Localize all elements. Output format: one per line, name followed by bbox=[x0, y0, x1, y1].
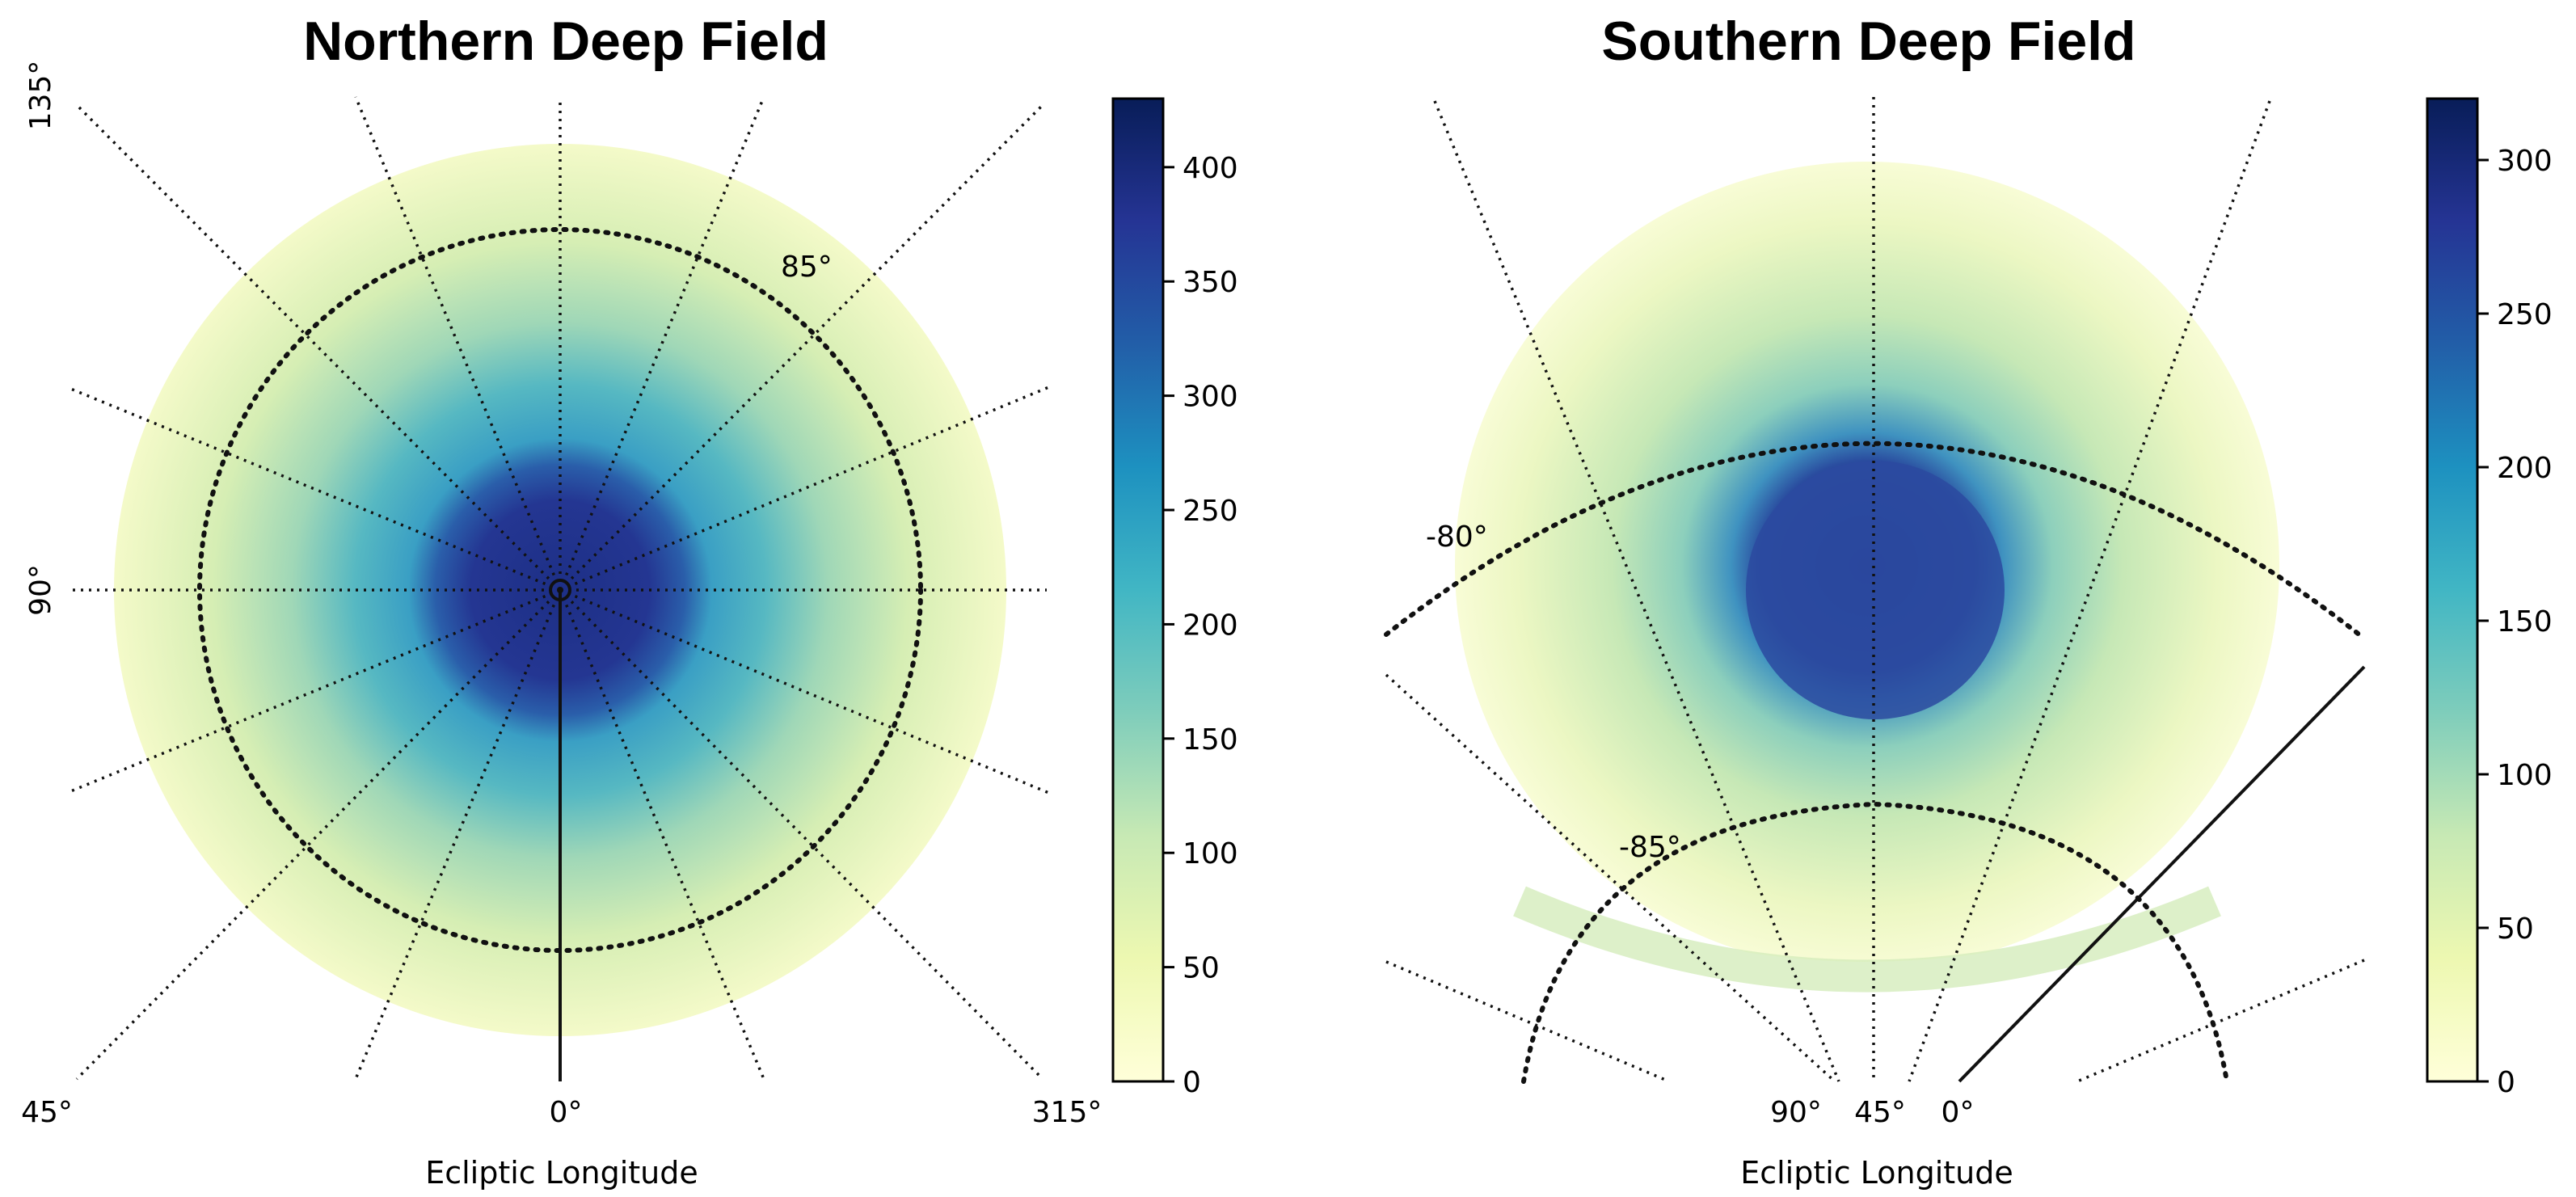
south-lon-label-90: 90° bbox=[1770, 1096, 1822, 1129]
north-meridian-157 bbox=[354, 96, 562, 591]
north-lat-label-85: 85° bbox=[781, 251, 833, 284]
north-colorbar: 0 50 100 150 200 250 300 350 400 bbox=[1111, 97, 1238, 1099]
south-lon-label-45: 45° bbox=[1854, 1096, 1906, 1129]
north-meridian-315 bbox=[559, 588, 1044, 1081]
north-meridian-202 bbox=[559, 96, 765, 591]
south-colorbar-tick-label: 300 bbox=[2497, 145, 2553, 178]
north-lon-label-90: 90° bbox=[24, 564, 57, 616]
north-meridian-45 bbox=[75, 588, 562, 1081]
south-x-axis-label: Ecliptic Longitude bbox=[1740, 1155, 2013, 1191]
south-meridian-135 bbox=[1385, 960, 1670, 1083]
north-meridian-225 bbox=[559, 103, 1044, 592]
south-colorbar-tick-label: 150 bbox=[2497, 605, 2553, 639]
north-colorbar-tick-label: 100 bbox=[1183, 837, 1238, 870]
south-meridian-0 bbox=[1958, 665, 2366, 1083]
north-colorbar-tick-label: 300 bbox=[1183, 381, 1238, 414]
north-colorbar-tick-label: 200 bbox=[1183, 609, 1238, 642]
south-panel: Southern Deep Field -80° -85° 90° 45° 0°… bbox=[1384, 11, 2553, 1191]
north-lon-label-0: 0° bbox=[550, 1096, 583, 1129]
north-colorbar-tick-label: 0 bbox=[1183, 1066, 1201, 1099]
north-panel: Northern Deep Field 85° bbox=[21, 11, 1238, 1191]
north-colorbar-tick-label: 350 bbox=[1183, 266, 1238, 299]
north-colorbar-ticks: 0 50 100 150 200 250 300 350 400 bbox=[1163, 152, 1238, 1099]
south-colorbar-tick-label: 0 bbox=[2497, 1066, 2515, 1099]
south-dense-core bbox=[1746, 461, 2005, 719]
south-latitude-arc-85 bbox=[1521, 801, 2229, 1084]
north-colorbar-tick-label: 50 bbox=[1183, 952, 1220, 985]
north-colorbar-bar bbox=[1111, 97, 1165, 1083]
south-colorbar-tick-label: 250 bbox=[2497, 298, 2553, 331]
south-colorbar-tick-label: 200 bbox=[2497, 452, 2553, 485]
south-colorbar-tick-label: 50 bbox=[2497, 913, 2534, 946]
south-colorbar: 0 50 100 150 200 250 300 bbox=[2426, 97, 2553, 1099]
north-lon-label-135: 135° bbox=[24, 61, 57, 131]
south-title: Southern Deep Field bbox=[1601, 11, 2135, 72]
north-x-axis-label: Ecliptic Longitude bbox=[425, 1155, 698, 1191]
north-meridians bbox=[68, 96, 1052, 1081]
south-latitude-arc-80 bbox=[1384, 440, 2367, 641]
north-lon-label-315: 315° bbox=[1032, 1096, 1102, 1129]
south-outer-ring bbox=[1513, 886, 2221, 993]
south-meridian-315 bbox=[2076, 959, 2365, 1083]
south-colorbar-ticks: 0 50 100 150 200 250 300 bbox=[2477, 145, 2553, 1099]
north-lon-label-45: 45° bbox=[21, 1096, 73, 1129]
south-meridians bbox=[1385, 97, 2365, 1083]
south-lat-label-80: -80° bbox=[1426, 521, 1488, 554]
north-title: Northern Deep Field bbox=[303, 11, 828, 72]
south-colorbar-bar bbox=[2426, 97, 2479, 1083]
north-meridian-135 bbox=[75, 103, 562, 592]
south-colorbar-tick-label: 100 bbox=[2497, 759, 2553, 792]
north-colorbar-tick-label: 250 bbox=[1183, 495, 1238, 528]
south-lat-label-85: -85° bbox=[1619, 831, 1681, 864]
north-colorbar-tick-label: 400 bbox=[1183, 152, 1238, 185]
south-lon-label-0: 0° bbox=[1941, 1096, 1975, 1129]
north-colorbar-tick-label: 150 bbox=[1183, 723, 1238, 757]
